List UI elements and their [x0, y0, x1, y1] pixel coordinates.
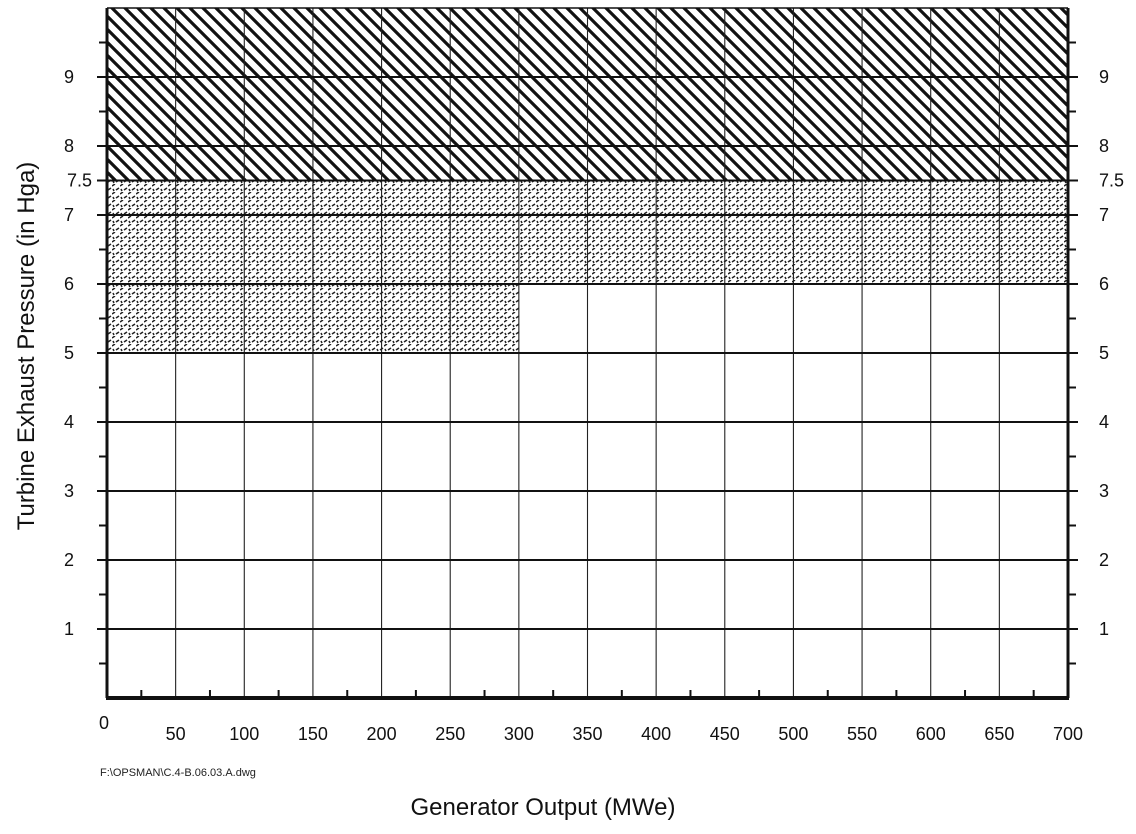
- x-tick-label: 50: [166, 724, 186, 744]
- x-tick-labels: 0 50 100 150 200 250 300 350 400 450 500 550 600 650 7…: [99, 713, 1083, 744]
- y-tick-label-left: 7: [64, 205, 74, 225]
- y-tick-label-left: 4: [64, 412, 74, 432]
- x-tick-label: 550: [847, 724, 877, 744]
- y-tick-labels-left: 1 2 3 4 5 6 7 7.5 8 9: [64, 67, 92, 639]
- y-tick-label-right: 7: [1099, 205, 1109, 225]
- x-axis-title: Generator Output (MWe): [411, 794, 676, 821]
- x-tick-label: 300: [504, 724, 534, 744]
- y-tick-label-right: 8: [1099, 136, 1109, 156]
- x-tick-label: 0: [99, 713, 109, 733]
- y-tick-label-right: 4: [1099, 412, 1109, 432]
- y-tick-label-left: 8: [64, 136, 74, 156]
- x-tick-label: 100: [229, 724, 259, 744]
- y-tick-label-left: 6: [64, 274, 74, 294]
- y-tick-label-left: 7.5: [67, 171, 92, 191]
- y-tick-label-left: 1: [64, 619, 74, 639]
- y-tick-label-right: 5: [1099, 343, 1109, 363]
- y-tick-label-left: 5: [64, 343, 74, 363]
- x-tick-label: 450: [710, 724, 740, 744]
- x-tick-label: 400: [641, 724, 671, 744]
- y-tick-label-right: 1: [1099, 619, 1109, 639]
- x-tick-label: 650: [984, 724, 1014, 744]
- plot-frame: [97, 7, 1078, 700]
- x-tick-label: 250: [435, 724, 465, 744]
- x-tick-label: 500: [778, 724, 808, 744]
- x-tick-label: 600: [916, 724, 946, 744]
- grid: [107, 8, 1068, 698]
- y-tick-label-left: 2: [64, 550, 74, 570]
- y-axis-title: Turbine Exhaust Pressure (in Hga): [13, 162, 40, 531]
- y-tick-labels-right: 1 2 3 4 5 6 7 7.5 8 9: [1099, 67, 1124, 639]
- y-tick-label-right: 2: [1099, 550, 1109, 570]
- x-tick-label: 200: [367, 724, 397, 744]
- x-tick-label: 350: [572, 724, 602, 744]
- y-tick-label-right: 3: [1099, 481, 1109, 501]
- y-tick-label-right: 9: [1099, 67, 1109, 87]
- y-tick-label-right: 6: [1099, 274, 1109, 294]
- file-note: F:\OPSMAN\C.4-B.06.03.A.dwg: [100, 767, 256, 779]
- y-tick-label-left: 9: [64, 67, 74, 87]
- y-tick-label-right: 7.5: [1099, 171, 1124, 191]
- x-tick-label: 700: [1053, 724, 1083, 744]
- x-tick-label: 150: [298, 724, 328, 744]
- y-tick-label-left: 3: [64, 481, 74, 501]
